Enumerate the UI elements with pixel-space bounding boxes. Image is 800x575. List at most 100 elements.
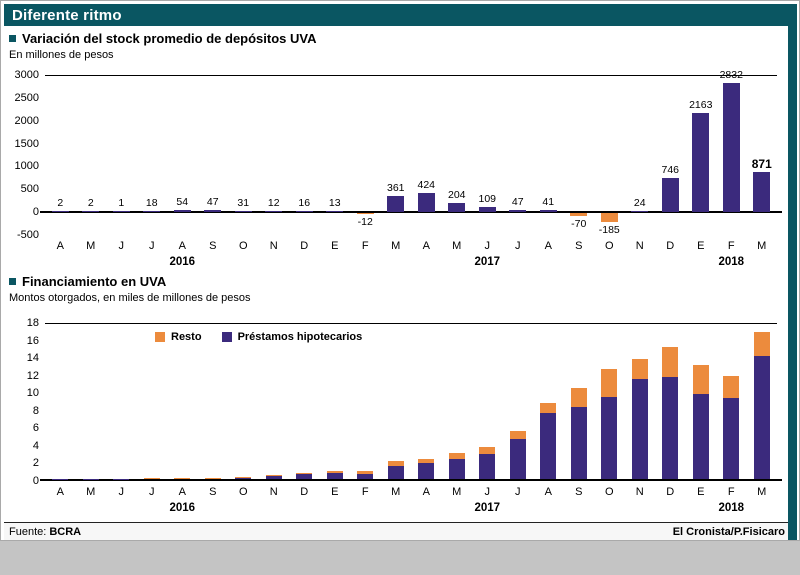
bullet-square-icon (9, 35, 16, 42)
chart2-ytick: 4 (32, 439, 39, 452)
chart2-ytick: 8 (32, 404, 39, 417)
chart1-value-label: 12 (267, 197, 280, 210)
chart2-month-label: O (604, 486, 614, 498)
chart1-bar-S-17 (570, 213, 588, 217)
chart2-bar-resto-19 (631, 358, 648, 379)
chart2-bar-resto-13 (448, 452, 465, 459)
chart1-value-label: 871 (751, 157, 772, 172)
chart2-month-label: M (86, 486, 96, 498)
chart1-month-label: M (391, 240, 401, 252)
chart2-bar-resto-18 (601, 369, 618, 398)
chart1-month-label: J (118, 240, 125, 252)
chart2-month-label: A (544, 486, 552, 498)
chart2-bar-resto-17 (570, 387, 587, 407)
chart2-bar-hipotecarios-18 (601, 397, 618, 479)
chart1-value-label: 2 (87, 197, 94, 210)
chart1-month-label: F (727, 240, 735, 252)
chart2-month-label: D (666, 486, 675, 498)
chart1-month-label: N (269, 240, 278, 252)
chart1-month-label: E (331, 240, 339, 252)
chart1-bar-D-8 (295, 211, 313, 213)
chart1-value-label: 204 (447, 188, 466, 201)
chart1-value-label: 1 (118, 197, 125, 210)
infographic-panel: Diferente ritmo Variación del stock prom… (0, 0, 800, 541)
chart1-bar-D-20 (661, 178, 679, 213)
chart2-bar-hipotecarios-12 (418, 463, 435, 479)
chart1-month-label: A (422, 240, 430, 252)
chart2-ytick: 0 (32, 475, 39, 487)
chart1-year-label: 2018 (718, 256, 745, 268)
chart1-value-label: 746 (661, 164, 680, 177)
chart2-month-label: N (269, 486, 278, 498)
chart1-zero-axis (40, 211, 782, 214)
chart1-bar-J-3 (143, 211, 161, 213)
chart2-month-label: E (331, 486, 339, 498)
chart2-title: Financiamiento en UVA (22, 274, 167, 289)
chart1-value-label: 41 (542, 196, 555, 209)
chart1-month-label: A (56, 240, 64, 252)
chart2-month-label: E (697, 486, 705, 498)
legend-swatch-resto (155, 332, 165, 342)
chart1-value-label: 2 (57, 197, 64, 210)
chart2-bar-resto-15 (509, 430, 526, 439)
legend: Resto Préstamos hipotecarios (155, 331, 362, 343)
chart2-bar-hipotecarios-11 (387, 465, 404, 479)
legend-label-resto: Resto (171, 331, 202, 343)
chart2-month-label: J (515, 486, 521, 498)
chart2-zero-axis (40, 479, 782, 481)
chart2-ytick: 10 (26, 387, 39, 400)
chart2-bar-resto-20 (662, 347, 679, 378)
right-accent-strip (788, 4, 797, 540)
chart2-month-label: A (422, 486, 430, 498)
chart2-bar-resto-23 (753, 332, 770, 357)
chart1-value-label: 16 (298, 197, 311, 210)
chart1-ytick: 3000 (14, 69, 39, 81)
chart1-value-label: -70 (571, 218, 587, 231)
chart1-bar-N-19 (631, 211, 649, 213)
footer-credit: El Cronista/P.Fisicaro (672, 525, 785, 538)
chart1-value-label: 361 (386, 181, 405, 194)
chart1-ytick: -500 (16, 229, 39, 241)
financing-chart-plot: Resto Préstamos hipotecarios 18 16 14 12 10 8… (27, 317, 782, 514)
chart2-bar-hipotecarios-8 (296, 474, 313, 479)
chart1-ytick: 500 (20, 183, 39, 196)
chart2-top-frame (45, 323, 777, 324)
chart1-ytick: 0 (32, 206, 39, 219)
chart1-month-label: F (361, 240, 369, 252)
chart2-bar-resto-21 (692, 364, 709, 394)
chart1-month-label: M (86, 240, 96, 252)
chart1-value-label: 31 (237, 196, 250, 209)
chart2-month-label: A (56, 486, 64, 498)
chart2-bar-resto-14 (479, 446, 496, 454)
chart2-bar-hipotecarios-7 (265, 476, 282, 479)
chart1-bar-O-6 (234, 210, 252, 213)
chart2-bar-hipotecarios-16 (540, 413, 557, 479)
chart1-month-label: O (604, 240, 614, 252)
chart1-ytick: 1500 (14, 137, 39, 150)
chart2-bar-resto-16 (540, 402, 557, 414)
header-bar: Diferente ritmo (4, 4, 791, 26)
chart1-bar-F-22 (722, 82, 740, 213)
chart1-subtitle: En millones de pesos (9, 49, 114, 61)
chart1-month-label: M (757, 240, 767, 252)
chart1-month-label: S (209, 240, 217, 252)
chart1-value-label: 54 (176, 195, 189, 208)
chart2-bar-hipotecarios-13 (448, 458, 465, 479)
chart2-bar-hipotecarios-9 (326, 472, 343, 479)
chart1-bar-M-1 (82, 211, 100, 213)
chart2-bar-resto-12 (418, 458, 435, 464)
bullet-square-icon (9, 278, 16, 285)
chart1-month-label: M (452, 240, 462, 252)
chart2-bar-hipotecarios-20 (662, 377, 679, 479)
footer-source-value: BCRA (49, 525, 82, 538)
chart1-year-label: 2016 (169, 256, 196, 268)
footer: Fuente: BCRA El Cronista/P.Fisicaro (4, 522, 790, 540)
chart2-month-label: D (300, 486, 309, 498)
chart2-ytick: 14 (26, 352, 39, 365)
chart2-bar-hipotecarios-6 (235, 477, 252, 479)
chart2-year-label: 2016 (169, 502, 196, 514)
chart2-bar-resto-8 (296, 472, 313, 475)
page-title: Diferente ritmo (12, 6, 122, 24)
chart2-ytick: 18 (26, 317, 39, 329)
chart1-bar-J-2 (112, 211, 130, 213)
